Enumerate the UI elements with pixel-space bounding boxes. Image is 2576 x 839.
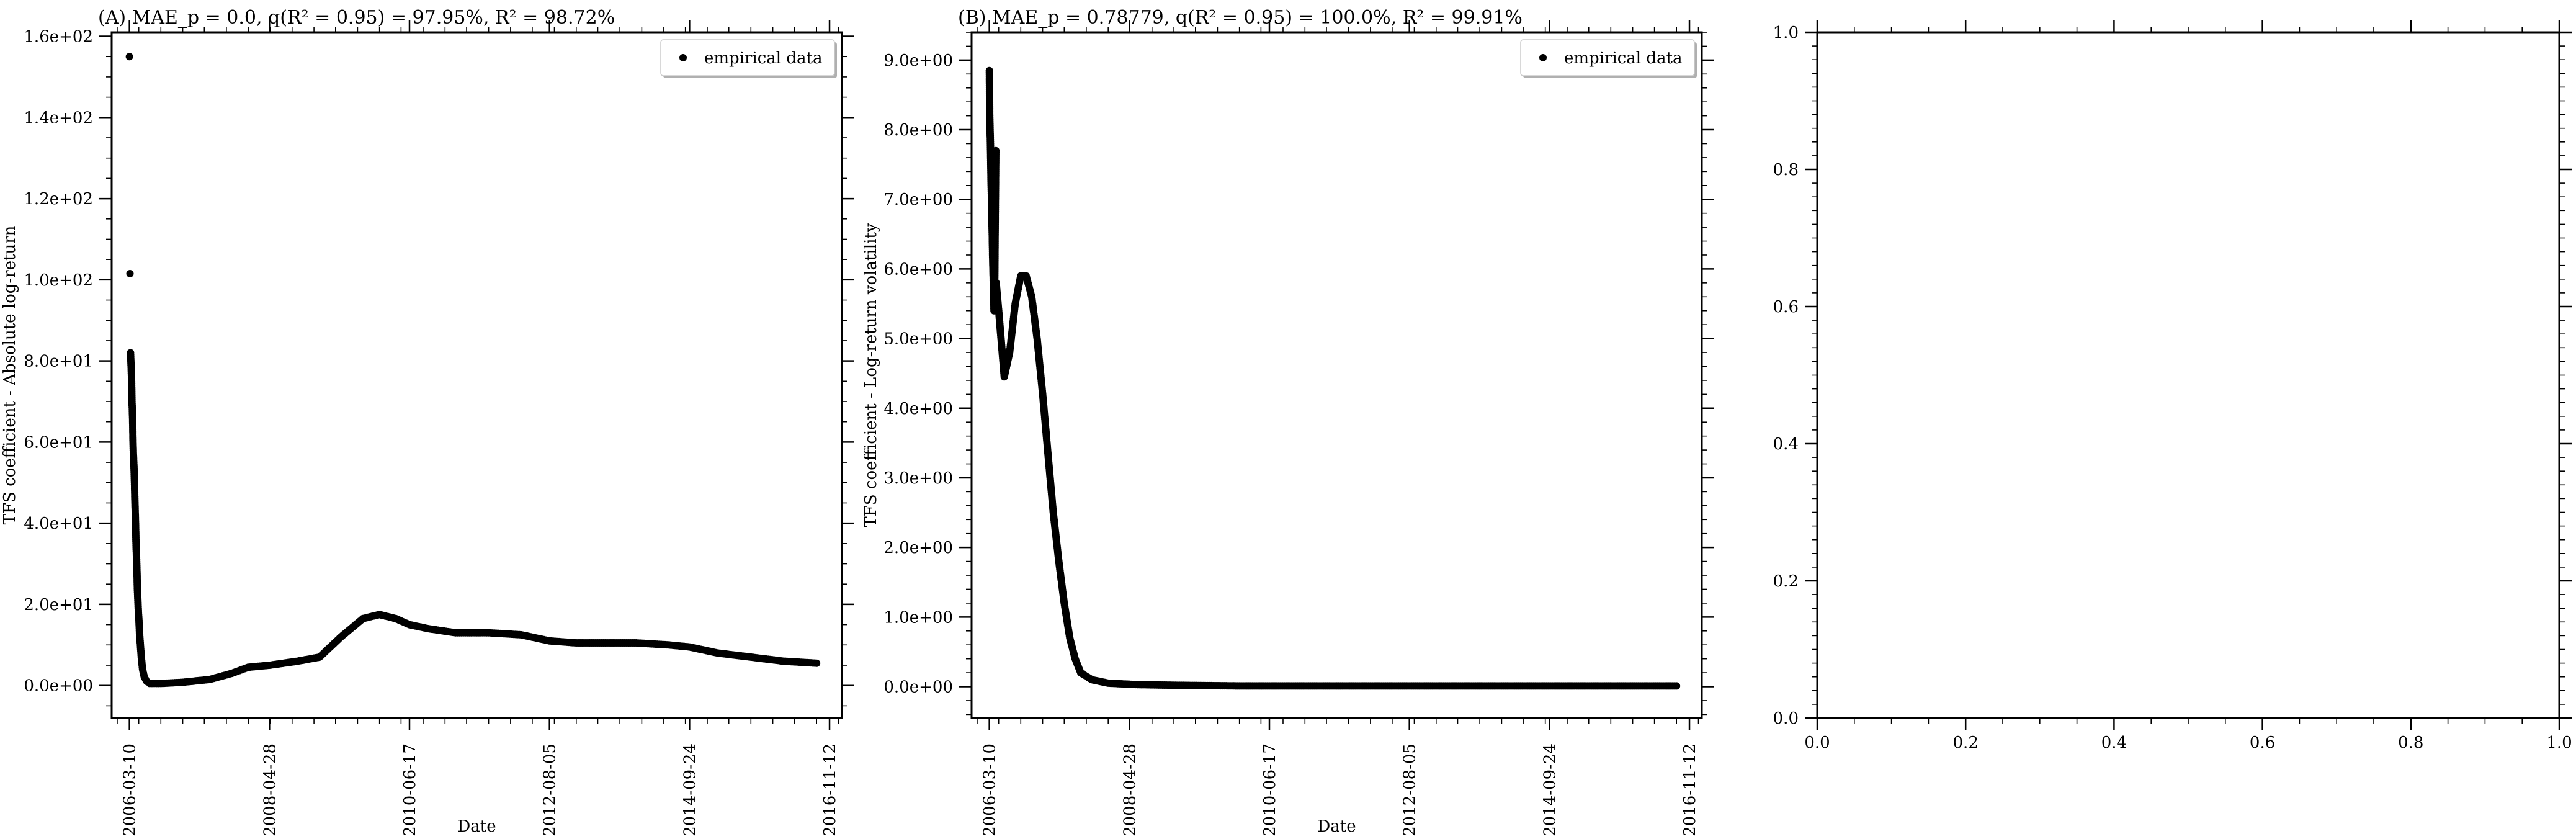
series-empirical-data [125,53,821,688]
legend-box [660,39,835,76]
legend-marker [679,54,687,61]
x-tick-label: 0.4 [2101,734,2127,752]
x-axis-label: Date [457,817,496,836]
chart-panel-1: 0.0e+00 1.0e+00 2.0e+00 3.0e+00 4.0e+00 5.0e+… [862,7,1714,837]
y-tick-label: 5.0e+00 [883,330,953,349]
y-tick-label: 8.0e+00 [883,121,953,140]
y-axis-label: TFS coefficient - Absolute log-return [1,225,19,524]
legend: empirical data [660,39,837,78]
legend-box [1520,39,1695,76]
y-tick-label: 0.2 [1773,572,1799,591]
y-tick-label: 4.0e+01 [24,514,93,533]
x-tick-label: 0.6 [2250,734,2275,752]
plot-frame [1816,31,2560,719]
x-tick-label: 2010-06-17 [1261,743,1279,837]
y-tick-label: 1.2e+02 [24,190,93,209]
y-tick-label: 0.8 [1773,161,1799,179]
chart-panel-2: 0.0 0.2 0.4 0.6 0.8 1.0 0.0 0.2 0.4 0.6 0.8 1.0 [1773,20,2572,752]
data-point [126,270,134,278]
x-tick-label: 2010-06-17 [401,743,419,837]
y-tick-label: 1.0e+00 [883,608,953,627]
x-tick-label: 2008-04-28 [1120,743,1139,837]
y-tick-label: 6.0e+01 [24,433,93,452]
y-tick-label: 0.4 [1773,435,1799,454]
chart-title: (B) MAE_p = 0.78779, q(R² = 0.95) = 100.… [958,7,1523,29]
y-tick-label: 4.0e+00 [883,400,953,418]
legend-marker [1539,54,1547,61]
y-tick-label: 8.0e+01 [24,352,93,371]
y-tick-label: 0.0e+00 [24,677,93,696]
y-tick-label: 0.0e+00 [883,678,953,697]
data-point [1673,682,1681,690]
y-tick-label: 1.4e+02 [24,109,93,127]
x-tick-label: 2016-11-12 [821,743,839,837]
y-tick-label: 2.0e+01 [24,596,93,614]
x-tick-label: 0.8 [2398,734,2423,752]
y-tick-label: 9.0e+00 [883,52,953,70]
y-tick-label: 1.0 [1773,24,1799,42]
y-tick-label: 0.6 [1773,298,1799,316]
y-tick-label: 1.0e+02 [24,271,93,290]
data-point [992,146,1000,155]
x-tick-label: 0.2 [1953,734,1979,752]
y-tick-label: 0.0 [1773,709,1799,728]
y-tick-label: 6.0e+00 [883,260,953,279]
y-tick-label: 3.0e+00 [883,469,953,488]
x-tick-label: 2016-11-12 [1681,743,1699,837]
x-tick-label: 2014-09-24 [1541,743,1559,837]
chart-panel-0: 0.0e+00 2.0e+01 4.0e+01 6.0e+01 8.0e+01 1.0e+… [1,7,854,837]
y-tick-label: 1.6e+02 [24,28,93,47]
legend-label: empirical data [704,49,822,68]
plot-frame [970,31,1703,719]
legend-label: empirical data [1564,49,1682,68]
chart-title: (A) MAE_p = 0.0, q(R² = 0.95) = 97.95%, … [98,7,615,29]
x-tick-label: 1.0 [2546,734,2572,752]
y-tick-label: 2.0e+00 [883,539,953,557]
x-tick-label: 2014-09-24 [681,743,699,837]
legend: empirical data [1520,39,1697,78]
x-tick-label: 2012-08-05 [1401,743,1420,837]
x-tick-label: 2012-08-05 [541,743,560,837]
series-empirical-data [985,66,1681,690]
x-tick-label: 0.0 [1804,734,1830,752]
x-axis-label: Date [1317,817,1356,836]
x-tick-label: 2006-03-10 [981,743,1000,837]
data-point [125,53,133,61]
x-tick-label: 2006-03-10 [121,743,140,837]
x-tick-label: 2008-04-28 [261,743,279,837]
data-point [813,659,821,667]
plot-frame [110,31,843,719]
y-axis-label: TFS coefficient - Log-return volatility [862,223,880,527]
y-tick-label: 7.0e+00 [883,191,953,209]
